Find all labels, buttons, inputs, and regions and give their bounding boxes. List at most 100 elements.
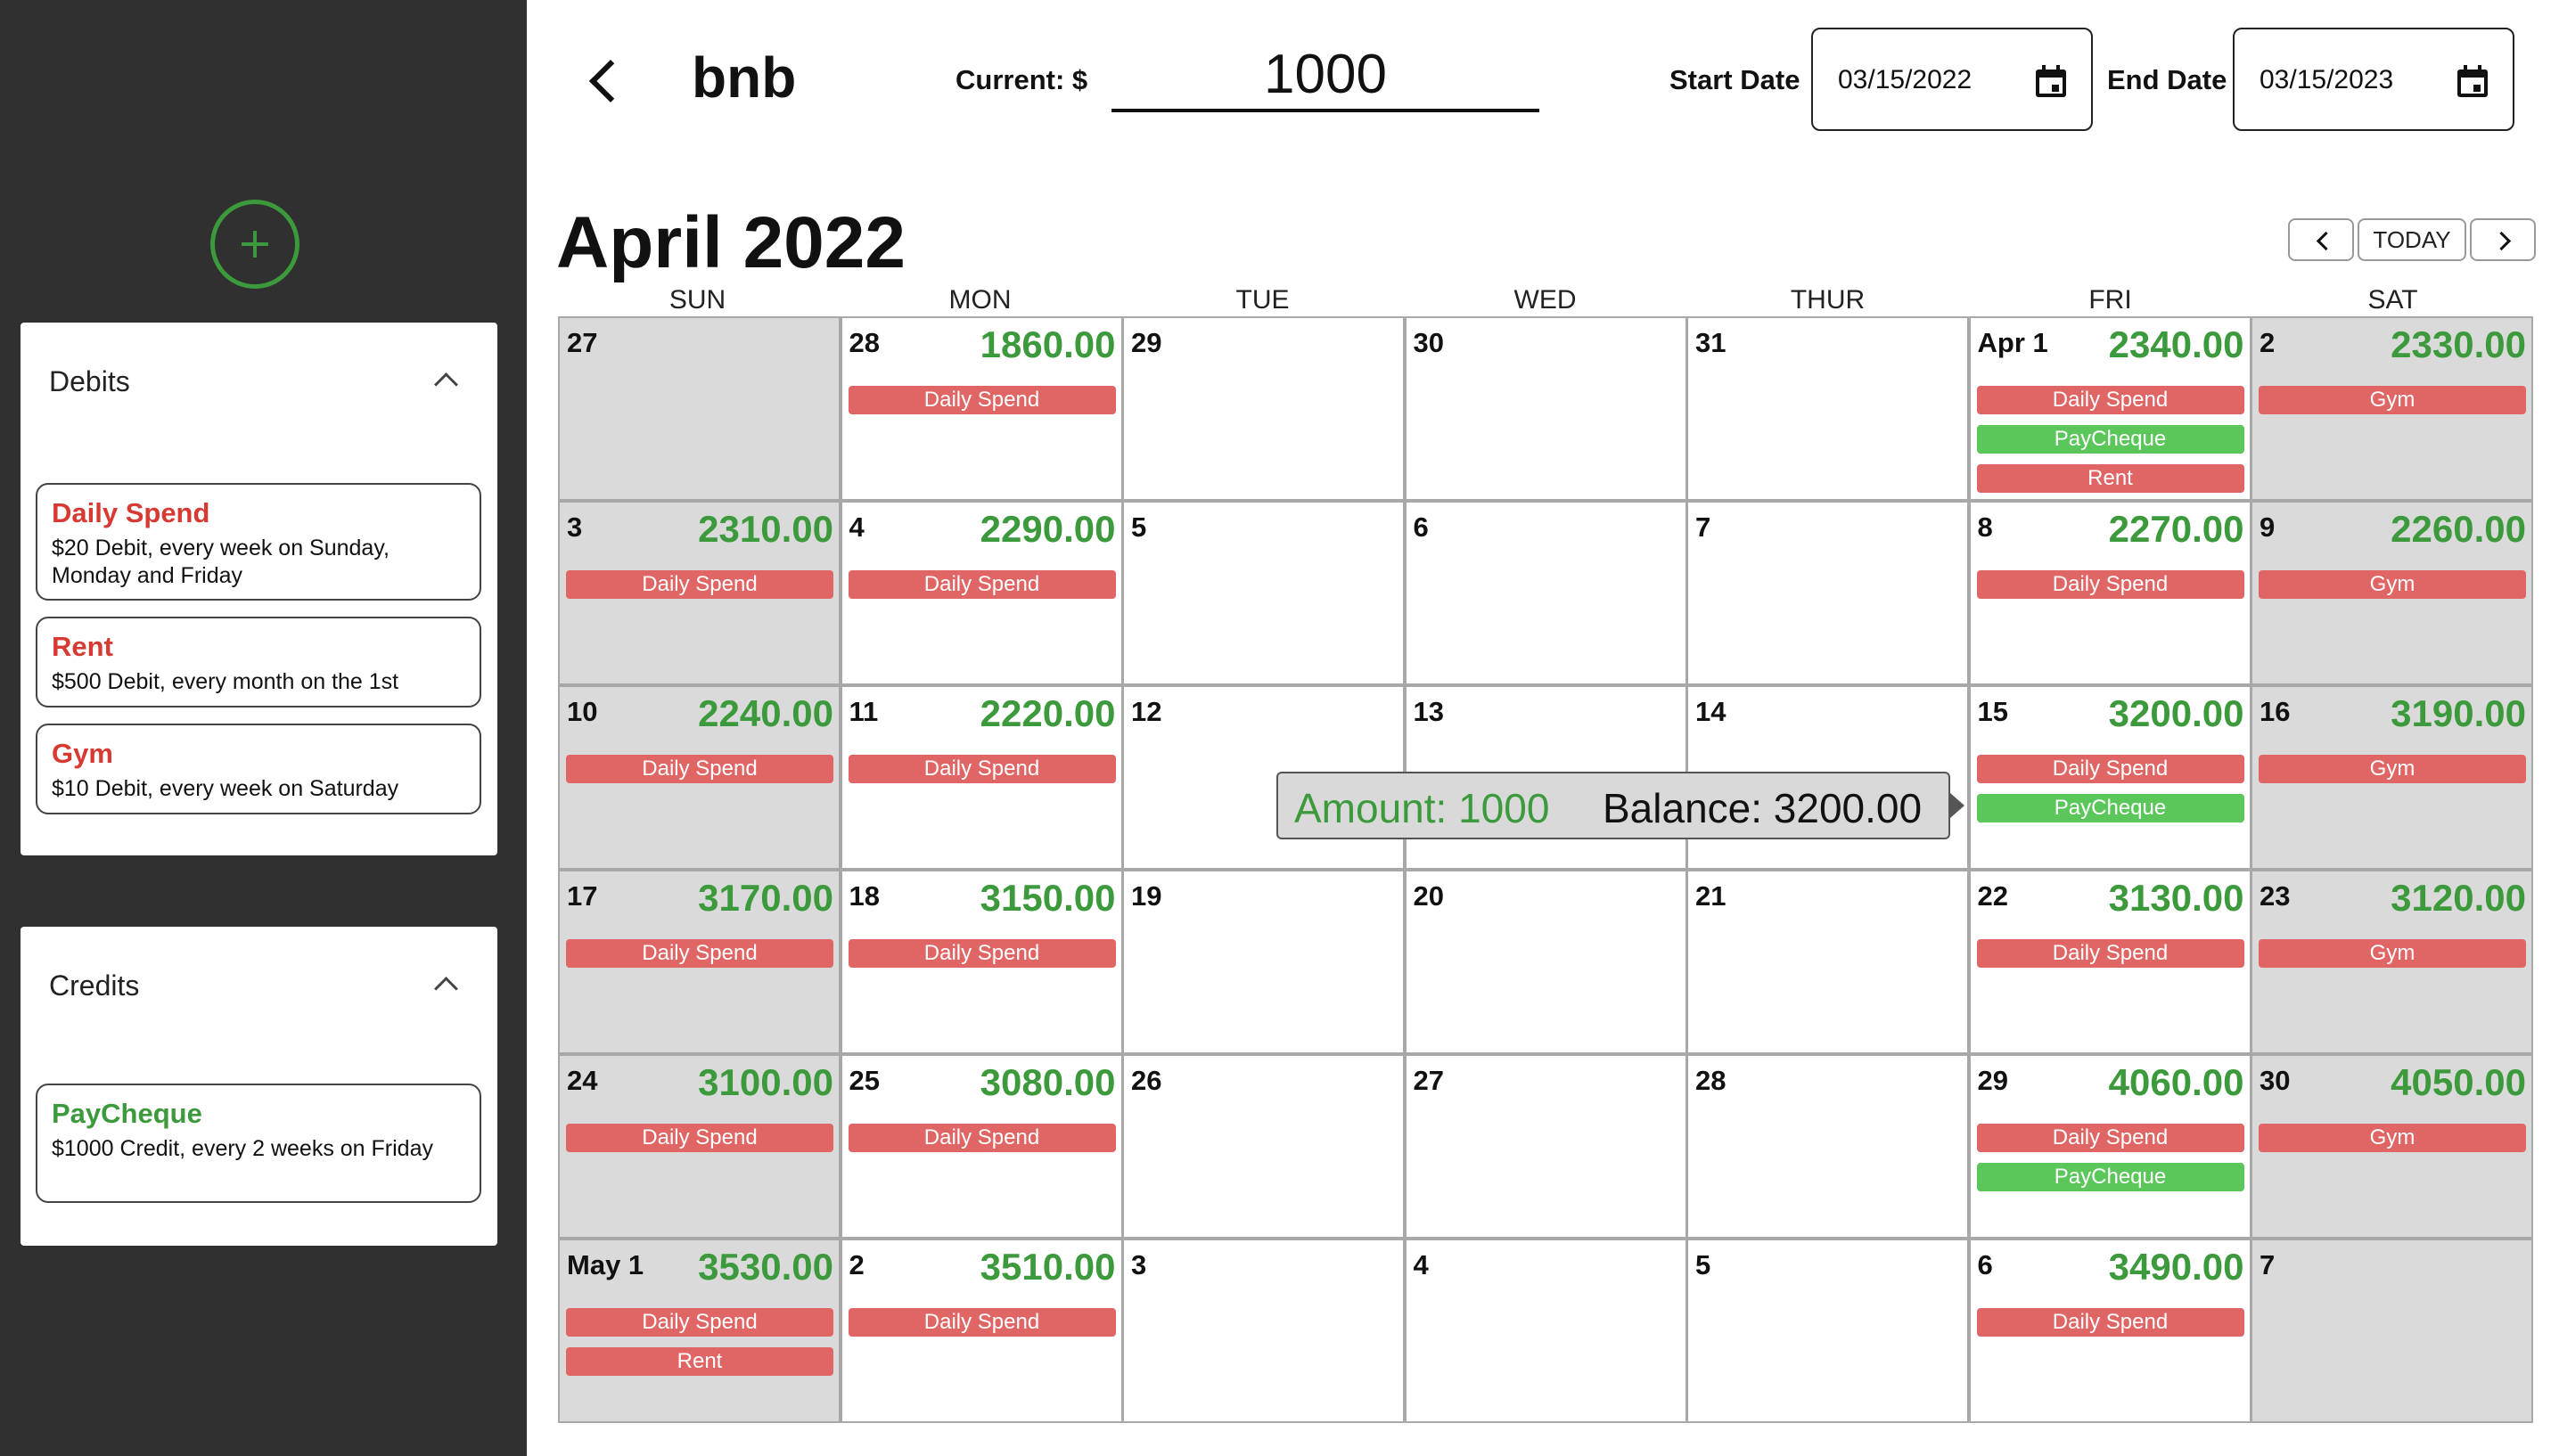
debit-event[interactable]: Daily Spend xyxy=(1976,570,2244,599)
day-cell[interactable]: 16 3190.00 Gym xyxy=(2251,685,2533,870)
credit-event[interactable]: PayCheque xyxy=(1976,794,2244,822)
day-cell[interactable]: 7 xyxy=(1686,501,1969,685)
day-balance: 3100.00 xyxy=(698,1061,833,1103)
day-cell[interactable]: 31 xyxy=(1686,316,1969,501)
day-cell[interactable]: 22 3130.00 Daily Spend xyxy=(1968,870,2251,1054)
day-cell[interactable]: 10 2240.00 Daily Spend xyxy=(558,685,841,870)
day-cell[interactable]: 24 3100.00 Daily Spend xyxy=(558,1054,841,1239)
end-date-value: 03/15/2023 xyxy=(2260,65,2394,94)
day-cell[interactable]: 18 3150.00 Daily Spend xyxy=(840,870,1123,1054)
debit-event[interactable]: Gym xyxy=(2259,386,2526,414)
day-number: 31 xyxy=(1695,327,1727,358)
collapse-credits-icon[interactable] xyxy=(434,977,458,1001)
day-cell[interactable]: 5 xyxy=(1122,501,1405,685)
day-cell[interactable]: 21 xyxy=(1686,870,1969,1054)
day-number: 29 xyxy=(1977,1065,2008,1096)
debit-event[interactable]: Daily Spend xyxy=(566,570,833,599)
day-cell[interactable]: 2 3510.00 Daily Spend xyxy=(840,1239,1123,1423)
day-cell[interactable]: 6 3490.00 Daily Spend xyxy=(1968,1239,2251,1423)
debit-event[interactable]: Gym xyxy=(2259,939,2526,968)
day-cell[interactable]: 23 3120.00 Gym xyxy=(2251,870,2533,1054)
day-number: 14 xyxy=(1695,696,1727,727)
day-cell[interactable]: 8 2270.00 Daily Spend xyxy=(1968,501,2251,685)
back-arrow-icon[interactable] xyxy=(588,59,633,103)
debit-event[interactable]: Daily Spend xyxy=(1976,1124,2244,1152)
day-cell[interactable]: 29 4060.00 Daily Spend PayCheque xyxy=(1968,1054,2251,1239)
debit-event[interactable]: Daily Spend xyxy=(848,1124,1116,1152)
day-number: 28 xyxy=(849,327,880,358)
day-number: 20 xyxy=(1413,880,1444,912)
debit-event[interactable]: Gym xyxy=(2259,755,2526,783)
prev-month-button[interactable] xyxy=(2288,218,2354,261)
day-cell[interactable]: May 1 3530.00 Daily Spend Rent xyxy=(558,1239,841,1423)
day-cell[interactable]: 7 xyxy=(2251,1239,2533,1423)
today-button[interactable]: TODAY xyxy=(2358,218,2466,261)
debit-event[interactable]: Daily Spend xyxy=(566,939,833,968)
day-balance: 4050.00 xyxy=(2391,1061,2526,1103)
day-number: 15 xyxy=(1977,696,2008,727)
debit-event[interactable]: Gym xyxy=(2259,570,2526,599)
day-cell[interactable]: 2 2330.00 Gym xyxy=(2251,316,2533,501)
debit-event[interactable]: Daily Spend xyxy=(1976,939,2244,968)
credits-title: Credits xyxy=(49,969,140,1002)
day-cell[interactable]: 3 xyxy=(1122,1239,1405,1423)
collapse-debits-icon[interactable] xyxy=(434,372,458,397)
add-rule-button[interactable] xyxy=(210,200,299,289)
calendar-icon[interactable] xyxy=(2457,65,2488,97)
debit-event[interactable]: Daily Spend xyxy=(848,939,1116,968)
day-cell[interactable]: 3 2310.00 Daily Spend xyxy=(558,501,841,685)
calendar-icon[interactable] xyxy=(2036,65,2066,97)
debit-event[interactable]: Rent xyxy=(566,1347,833,1376)
credit-event[interactable]: PayCheque xyxy=(1976,425,2244,454)
debit-event[interactable]: Rent xyxy=(1976,464,2244,493)
credit-rule-paycheque[interactable]: PayCheque $1000 Credit, every 2 weeks on… xyxy=(36,1084,481,1203)
day-cell[interactable]: 25 3080.00 Daily Spend xyxy=(840,1054,1123,1239)
day-cell[interactable]: 27 xyxy=(558,316,841,501)
end-date-field[interactable]: 03/15/2023 xyxy=(2233,28,2514,131)
day-cell[interactable]: 26 xyxy=(1122,1054,1405,1239)
day-cell[interactable]: 30 4050.00 Gym xyxy=(2251,1054,2533,1239)
debit-event[interactable]: Daily Spend xyxy=(566,1124,833,1152)
day-cell[interactable]: Apr 1 2340.00 Daily Spend PayCheque Rent xyxy=(1968,316,2251,501)
debit-rule-daily-spend[interactable]: Daily Spend $20 Debit, every week on Sun… xyxy=(36,483,481,601)
day-cell[interactable]: 5 xyxy=(1686,1239,1969,1423)
day-cell[interactable]: 29 xyxy=(1122,316,1405,501)
debit-event[interactable]: Daily Spend xyxy=(848,570,1116,599)
end-date-label: End Date xyxy=(2107,64,2227,95)
day-cell[interactable]: 4 2290.00 Daily Spend xyxy=(840,501,1123,685)
next-month-button[interactable] xyxy=(2470,218,2536,261)
day-cell[interactable]: 28 xyxy=(1686,1054,1969,1239)
chevron-left-icon xyxy=(2316,231,2336,251)
day-balance: 3120.00 xyxy=(2391,877,2526,919)
rule-name: Rent xyxy=(52,631,113,662)
debit-event[interactable]: Daily Spend xyxy=(848,755,1116,783)
day-cell[interactable]: 28 1860.00 Daily Spend xyxy=(840,316,1123,501)
debit-event[interactable]: Daily Spend xyxy=(848,386,1116,414)
day-cell[interactable]: 19 xyxy=(1122,870,1405,1054)
debit-event[interactable]: Daily Spend xyxy=(848,1308,1116,1337)
debit-event[interactable]: Daily Spend xyxy=(1976,1308,2244,1337)
start-date-field[interactable]: 03/15/2022 xyxy=(1811,28,2093,131)
day-cell[interactable]: 4 xyxy=(1404,1239,1687,1423)
debit-event[interactable]: Daily Spend xyxy=(1976,755,2244,783)
day-cell[interactable]: 27 xyxy=(1404,1054,1687,1239)
day-balance: 3510.00 xyxy=(980,1246,1116,1288)
debit-event[interactable]: Daily Spend xyxy=(1976,386,2244,414)
day-cell[interactable]: 6 xyxy=(1404,501,1687,685)
day-cell[interactable]: 9 2260.00 Gym xyxy=(2251,501,2533,685)
day-number: 7 xyxy=(2260,1249,2276,1280)
credit-event[interactable]: PayCheque xyxy=(1976,1163,2244,1191)
debit-event[interactable]: Daily Spend xyxy=(566,1308,833,1337)
day-cell[interactable]: 30 xyxy=(1404,316,1687,501)
day-cell[interactable]: 17 3170.00 Daily Spend xyxy=(558,870,841,1054)
day-cell[interactable]: 20 xyxy=(1404,870,1687,1054)
debit-event[interactable]: Gym xyxy=(2259,1124,2526,1152)
day-number: 23 xyxy=(2260,880,2291,912)
day-cell[interactable]: 15 3200.00 Daily Spend PayCheque xyxy=(1968,685,2251,870)
debit-rule-rent[interactable]: Rent $500 Debit, every month on the 1st xyxy=(36,617,481,708)
current-amount-input[interactable] xyxy=(1111,39,1539,112)
day-cell[interactable]: 11 2220.00 Daily Spend xyxy=(840,685,1123,870)
debit-rule-gym[interactable]: Gym $10 Debit, every week on Saturday xyxy=(36,724,481,814)
debit-event[interactable]: Daily Spend xyxy=(566,755,833,783)
day-number: 18 xyxy=(849,880,880,912)
